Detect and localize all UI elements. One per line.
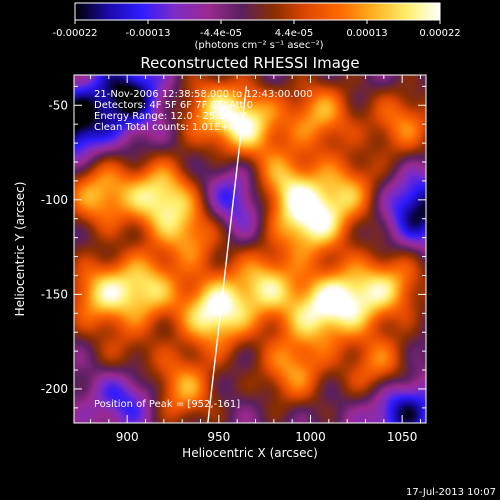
y-tick-label: -100: [41, 193, 68, 207]
colorbar-units: (photons cm⁻² s⁻¹ asec⁻²): [194, 40, 323, 51]
colorbar-tick-label: 0.00022: [419, 28, 460, 39]
chart-title: Reconstructed RHESSI Image: [140, 54, 359, 72]
plot-area: 900 950 1000 1050 -50 -100 -150 -200 21-Nov-200…: [41, 74, 427, 444]
colorbar-tick-label: -0.00013: [126, 28, 171, 39]
x-tick-label: 1000: [295, 430, 326, 444]
colorbar-ticks: -0.00022 -0.00013 -4.4e-05 4.4e-05 0.00013 0.…: [53, 20, 461, 39]
x-axis-label: Heliocentric X (arcsec): [182, 446, 318, 460]
y-axis-label: Heliocentric Y (arcsec): [13, 182, 27, 317]
axis-ticks: 900 950 1000 1050 -50 -100 -150 -200: [41, 75, 426, 444]
colorbar-tick-label: 4.4e-05: [275, 28, 313, 39]
annotation-energy: Energy Range: 12.0 - 25.0 keV: [94, 111, 247, 122]
x-tick-label: 900: [116, 430, 139, 444]
colorbar: -0.00022 -0.00013 -4.4e-05 4.4e-05 0.00013 0.…: [53, 2, 461, 51]
heatmap-image: [74, 75, 426, 423]
x-tick-label: 950: [207, 430, 230, 444]
annotation-clean: Clean Total counts: 1.01E+04: [94, 122, 242, 133]
plot-frame: [73, 74, 427, 424]
colorbar-tick-label: -4.4e-05: [200, 28, 242, 39]
colorbar-tick-label: -0.00022: [53, 28, 98, 39]
peak-position-label: Position of Peak = [952,-161]: [94, 399, 240, 410]
y-tick-label: -150: [41, 287, 68, 301]
colorbar-tick-label: 0.00013: [346, 28, 387, 39]
solar-limb-line: [207, 86, 248, 423]
y-tick-label: -50: [48, 98, 68, 112]
footer-timestamp: 17-Jul-2013 10:07: [406, 487, 496, 498]
annotation-time: 21-Nov-2006 12:38:58.000 to 12:43:00.000: [94, 89, 313, 100]
annotation-block: 21-Nov-2006 12:38:58.000 to 12:43:00.000…: [94, 89, 313, 133]
annotation-detectors: Detectors: 4F 5F 6F 7F 8F, Att 0: [94, 100, 253, 111]
colorbar-bar: [74, 2, 441, 21]
y-tick-label: -200: [41, 382, 68, 396]
x-tick-label: 1050: [387, 430, 418, 444]
